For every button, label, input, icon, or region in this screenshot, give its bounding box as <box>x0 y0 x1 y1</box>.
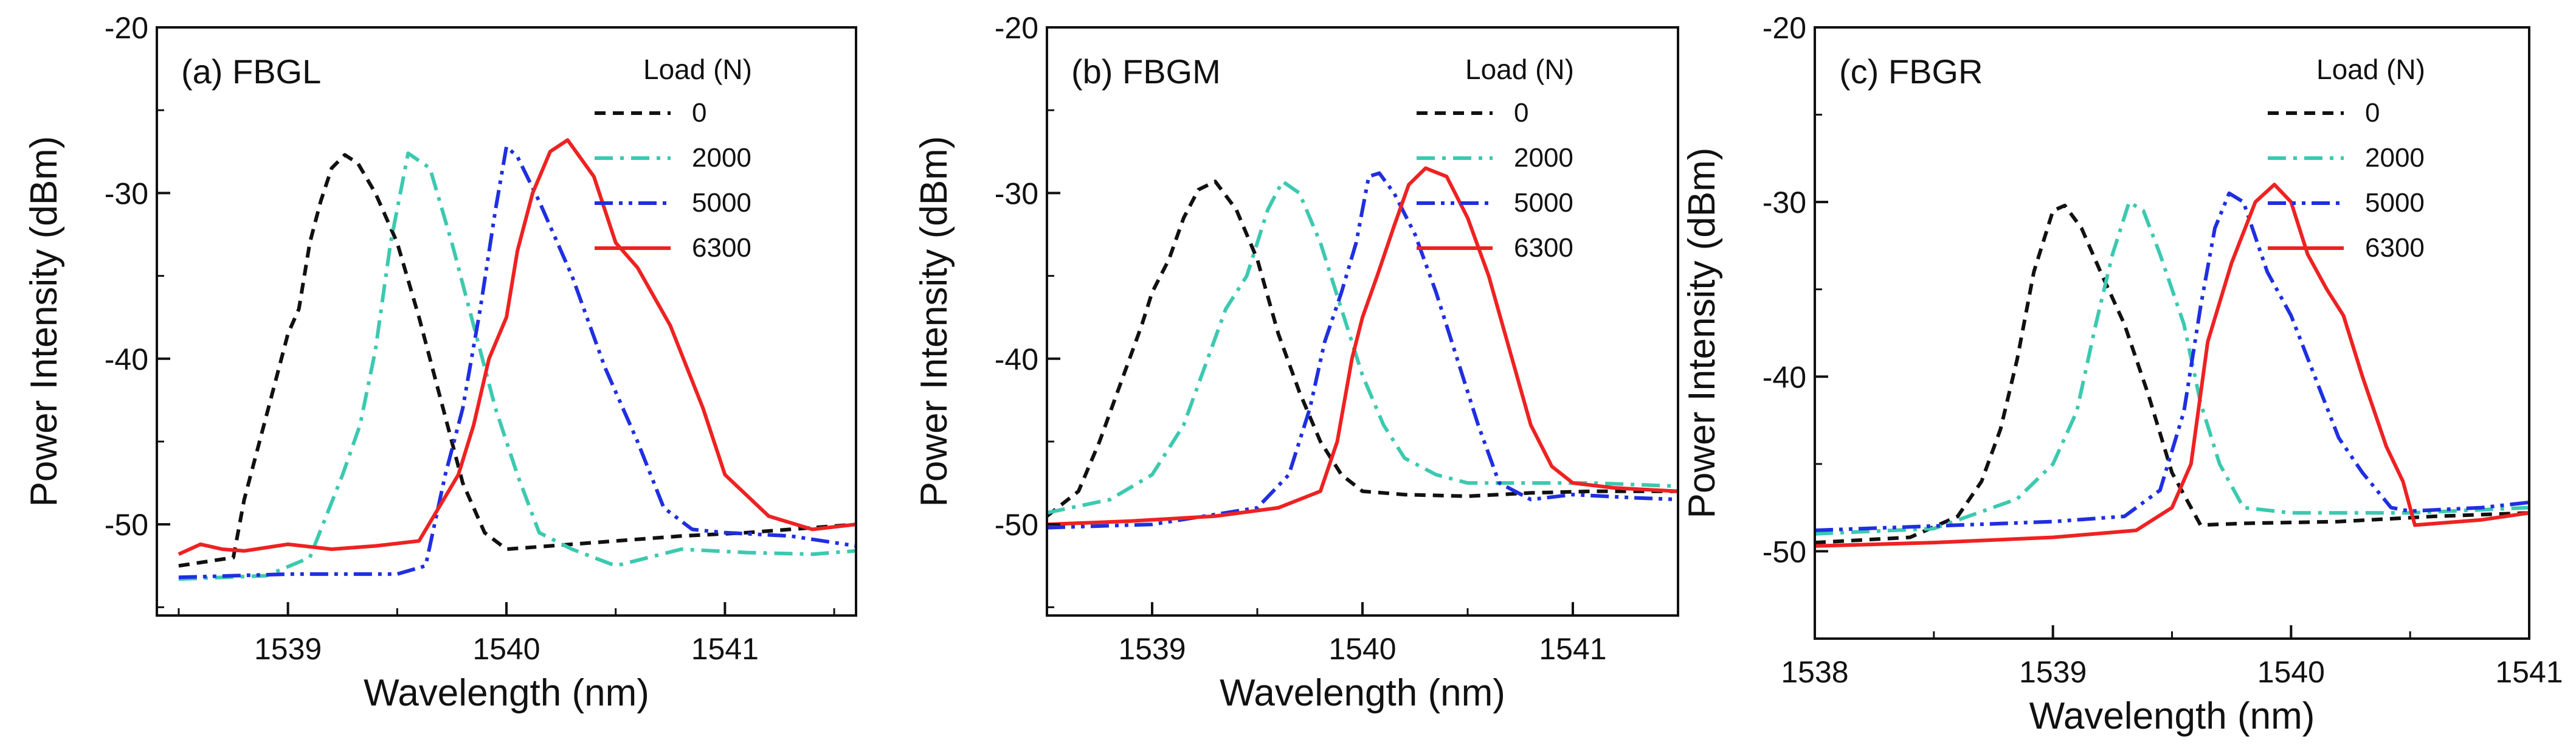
y-tick-label: -20 <box>1763 11 1806 45</box>
legend: Load (N) 0 2000 5000 6300 <box>2268 54 2425 263</box>
y-tick-label: -50 <box>1763 535 1806 569</box>
y-axis-title: Power Intensity (dBm) <box>913 136 955 507</box>
y-tick-label: -30 <box>105 176 148 210</box>
x-axis-title: Wavelength (nm) <box>2029 695 2315 737</box>
y-tick-label: -50 <box>105 508 148 542</box>
series-group <box>1815 182 2529 548</box>
legend-title: Load (N) <box>1465 54 1574 85</box>
y-tick-label: -40 <box>1763 360 1806 394</box>
y-axis-title: Power Intensity (dBm) <box>23 136 65 507</box>
y-tick-label: -30 <box>995 176 1038 210</box>
x-tick-label: 1538 <box>1781 655 1848 689</box>
x-tick-label: 1540 <box>2257 655 2325 689</box>
x-tick-label: 1540 <box>472 632 540 666</box>
y-tick-label: -40 <box>995 342 1038 376</box>
legend-label-load-6300: 6300 <box>1514 233 1573 263</box>
series-line-load-0 <box>1047 179 1678 518</box>
x-axis-title: Wavelength (nm) <box>364 672 649 714</box>
series-line-load-6300 <box>1047 166 1678 527</box>
series-line-load-6300 <box>178 138 856 556</box>
panel-b: 1539 1540 1541 -20 -30 -40 -50 Wavelength (nm) P… <box>913 11 1679 714</box>
panel-label: (c) FBGR <box>1839 52 1983 91</box>
series-line-load-2000 <box>178 151 856 581</box>
panel-label: (a) FBGL <box>181 52 321 91</box>
y-tick-label: -40 <box>105 342 148 376</box>
legend-label-load-6300: 6300 <box>2365 233 2425 263</box>
legend-label-load-2000: 2000 <box>1514 143 1573 173</box>
series-line-load-6300 <box>1815 182 2529 548</box>
series-line-load-2000 <box>1815 200 2529 536</box>
y-tick-label: -20 <box>995 11 1038 45</box>
plot-frame <box>1814 26 2530 640</box>
series-line-load-0 <box>1815 203 2529 545</box>
panel-c: 1538 1539 1540 1541 -20 -30 -40 -50 Wavelength (… <box>1681 11 2563 737</box>
y-tick-label: -20 <box>105 11 148 45</box>
legend-label-load-2000: 2000 <box>2365 143 2425 173</box>
panel-label: (b) FBGM <box>1071 52 1221 91</box>
series-line-load-5000 <box>1815 191 2529 532</box>
series-line-load-5000 <box>1047 171 1678 530</box>
legend-title: Load (N) <box>2316 54 2425 85</box>
legend-label-load-5000: 5000 <box>692 188 751 218</box>
y-axis-title: Power Intensity (dBm) <box>1681 148 1723 519</box>
series-line-load-0 <box>178 153 856 568</box>
x-tick-label: 1539 <box>1118 632 1186 666</box>
y-tick-label: -50 <box>995 508 1038 542</box>
legend-label-load-5000: 5000 <box>2365 188 2425 218</box>
legend-label-load-0: 0 <box>692 98 706 128</box>
x-tick-label: 1539 <box>254 632 322 666</box>
legend-label-load-0: 0 <box>1514 98 1528 128</box>
x-tick-label: 1539 <box>2019 655 2087 689</box>
legend: Load (N) 0 2000 5000 6300 <box>595 54 752 263</box>
legend-label-load-0: 0 <box>2365 98 2380 128</box>
series-group <box>1047 166 1678 530</box>
x-tick-label: 1541 <box>691 632 759 666</box>
legend-label-load-5000: 5000 <box>1514 188 1573 218</box>
x-tick-label: 1540 <box>1328 632 1396 666</box>
series-line-load-2000 <box>1047 179 1678 515</box>
panel-a: 1539 1540 1541 -20 -30 -40 -50 Wavelength (nm) P… <box>23 11 857 714</box>
legend-label-load-6300: 6300 <box>692 233 751 263</box>
legend-label-load-2000: 2000 <box>692 143 751 173</box>
x-tick-label: 1541 <box>2495 655 2563 689</box>
series-group <box>178 138 856 581</box>
series-line-load-5000 <box>178 145 856 580</box>
legend-title: Load (N) <box>643 54 752 85</box>
legend: Load (N) 0 2000 5000 6300 <box>1417 54 1574 263</box>
x-tick-label: 1541 <box>1539 632 1606 666</box>
x-axis-title: Wavelength (nm) <box>1220 672 1505 714</box>
y-tick-label: -30 <box>1763 186 1806 220</box>
